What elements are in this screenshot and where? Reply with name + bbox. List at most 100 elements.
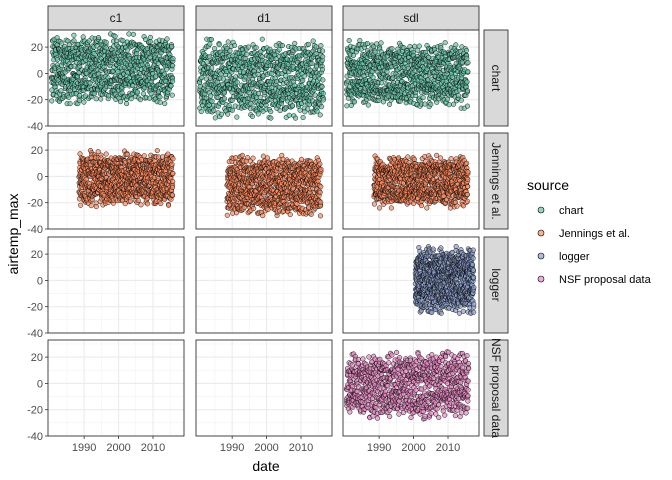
data-point <box>130 31 136 37</box>
panel-0-0 <box>47 29 185 127</box>
data-point <box>251 205 257 212</box>
data-point <box>103 151 109 157</box>
data-point <box>300 115 306 121</box>
panel-border <box>47 132 185 230</box>
data-point <box>378 40 384 46</box>
data-point <box>162 101 168 107</box>
data-point <box>320 77 326 83</box>
data-point <box>224 212 230 218</box>
data-point <box>465 60 471 66</box>
data-point <box>93 96 99 102</box>
data-point <box>379 80 385 86</box>
data-point <box>313 64 320 70</box>
data-point <box>268 109 274 115</box>
data-point <box>459 59 465 65</box>
data-point <box>220 76 226 82</box>
data-point <box>169 92 175 98</box>
data-point <box>289 103 296 109</box>
panels-layer <box>47 29 480 437</box>
panel-1-0 <box>195 29 333 127</box>
data-point <box>146 95 152 101</box>
data-point <box>465 69 471 75</box>
data-point <box>165 151 171 157</box>
data-point <box>170 178 176 185</box>
data-point <box>81 99 87 105</box>
data-point <box>320 48 326 54</box>
panel-2-0 <box>342 29 480 127</box>
data-point <box>229 107 235 113</box>
data-point <box>376 97 382 103</box>
data-point <box>216 42 222 48</box>
data-point <box>66 94 72 100</box>
data-point <box>320 54 326 60</box>
data-point <box>170 63 176 69</box>
panel-border <box>195 132 333 230</box>
data-point <box>318 184 324 190</box>
data-point <box>453 42 459 48</box>
data-point <box>446 102 452 108</box>
data-point <box>244 51 250 57</box>
data-point <box>293 115 299 121</box>
data-point <box>458 97 464 103</box>
data-point <box>268 115 274 121</box>
data-point <box>464 103 470 109</box>
data-point <box>78 202 84 208</box>
data-point <box>426 54 432 60</box>
data-point <box>320 97 326 103</box>
data-point <box>279 42 285 49</box>
data-point <box>300 78 306 84</box>
data-point <box>405 154 411 160</box>
data-point <box>442 40 448 46</box>
data-point <box>225 111 231 117</box>
data-point <box>93 204 99 210</box>
data-point <box>87 80 93 86</box>
data-point <box>346 37 352 44</box>
data-point <box>67 101 73 107</box>
data-point <box>239 152 245 158</box>
data-point <box>115 69 121 75</box>
data-point <box>283 73 289 79</box>
data-point <box>170 78 176 84</box>
data-point <box>258 79 264 85</box>
data-point <box>134 89 140 95</box>
data-point <box>314 108 320 114</box>
data-point <box>124 47 130 53</box>
data-point <box>98 96 104 102</box>
data-point <box>91 51 97 57</box>
data-point <box>319 84 325 90</box>
data-point <box>319 104 325 110</box>
data-point <box>291 82 297 88</box>
data-point <box>371 201 377 207</box>
data-point <box>352 99 358 105</box>
points-sdl-jennings-et-al- <box>371 152 471 211</box>
panel-0-1 <box>47 132 185 230</box>
data-point <box>422 101 428 107</box>
data-point <box>225 39 231 45</box>
data-point <box>350 53 356 59</box>
points-d1-jennings-et-al- <box>224 152 324 219</box>
data-point <box>157 94 163 100</box>
data-point <box>463 47 470 53</box>
data-point <box>465 88 471 94</box>
data-point <box>455 93 461 99</box>
data-point <box>157 99 163 105</box>
points-sdl-chart <box>343 37 471 111</box>
data-point <box>124 151 130 157</box>
data-point <box>306 41 312 47</box>
data-point <box>207 41 213 47</box>
data-point <box>365 102 371 108</box>
data-point <box>344 103 350 109</box>
data-point <box>464 55 470 61</box>
data-point <box>255 111 261 117</box>
points-c1-jennings-et-al- <box>76 147 176 210</box>
data-point <box>318 166 324 172</box>
data-point <box>95 34 102 41</box>
data-point <box>103 45 109 51</box>
data-point <box>95 149 101 155</box>
data-point <box>277 108 283 114</box>
data-point <box>207 54 213 60</box>
data-point <box>58 88 64 94</box>
data-point <box>54 57 60 63</box>
data-point <box>158 201 164 207</box>
data-point <box>377 205 383 211</box>
